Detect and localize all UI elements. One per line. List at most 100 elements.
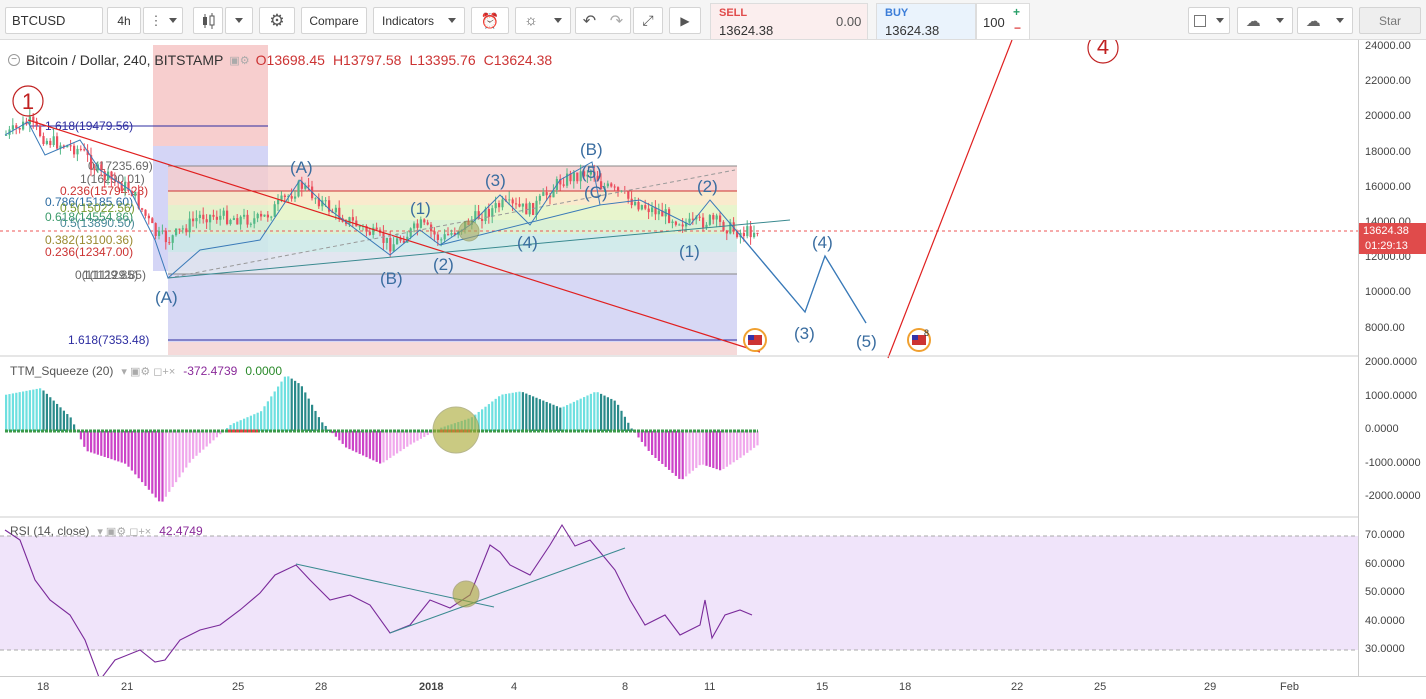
- color-picker[interactable]: [1188, 7, 1230, 34]
- ttm-tick-label: -2000.0000: [1365, 490, 1421, 502]
- ttm-bar: [22, 391, 25, 431]
- ttm-bar: [96, 431, 99, 455]
- candle-body: [243, 214, 246, 217]
- price-tick-label: 22000.00: [1365, 75, 1411, 88]
- ttm-bar: [215, 431, 218, 438]
- candle-body: [59, 145, 62, 149]
- ttm-bar: [18, 392, 21, 431]
- spread-box: 0.00: [824, 3, 878, 40]
- ttm-bar: [56, 403, 59, 431]
- play-icon: ▶: [680, 13, 690, 28]
- elliott-wave-path[interactable]: [4, 121, 867, 324]
- ttm-bar: [341, 431, 344, 444]
- ttm-bar: [334, 431, 337, 437]
- ttm-bar: [589, 393, 592, 431]
- ttm-bar: [654, 431, 657, 458]
- ttm-bar: [508, 393, 511, 431]
- fib-label: 0.5(15022.56): [60, 201, 135, 215]
- candle-body: [144, 209, 147, 216]
- ttm-bar: [232, 423, 235, 431]
- replay-button[interactable]: ▶: [669, 7, 701, 34]
- trendline-dashed[interactable]: [167, 169, 736, 279]
- wave-label-5-top: (5): [581, 163, 602, 182]
- main-legend: − Bitcoin / Dollar, 240, BITSTAMP ▣⚙ O13…: [8, 52, 552, 68]
- candle-body: [559, 179, 562, 185]
- alert-button[interactable]: ⏰: [471, 7, 509, 34]
- theme-button[interactable]: ☼: [515, 7, 571, 34]
- undo-icon[interactable]: ↶: [582, 12, 597, 30]
- fib-band-lime: [168, 205, 737, 220]
- legend-controls[interactable]: ▣⚙: [229, 54, 250, 67]
- candle-body: [93, 169, 96, 171]
- projection-wave-path[interactable]: [739, 234, 867, 324]
- trendline-red-down[interactable]: [27, 119, 761, 353]
- chart-style-dropdown[interactable]: [225, 7, 253, 34]
- ttm-bar: [426, 431, 429, 436]
- trendline-red-up[interactable]: [887, 40, 1013, 359]
- ttm-bar: [688, 431, 691, 474]
- event-flag-icon-2[interactable]: 8: [907, 328, 931, 352]
- candle-body: [246, 214, 249, 225]
- ttm-bar: [205, 431, 208, 447]
- chart-style-button[interactable]: [193, 7, 223, 34]
- sell-button[interactable]: SELL 13624.38: [710, 3, 868, 40]
- star-button[interactable]: Star: [1359, 7, 1421, 34]
- ttm-bar: [260, 411, 263, 431]
- chevron-down-icon: [553, 18, 562, 23]
- ttm-bar: [42, 390, 45, 431]
- interval-button[interactable]: 4h: [107, 7, 141, 34]
- event-flag-icon[interactable]: [743, 328, 767, 352]
- wave-label-3: (3): [485, 171, 506, 190]
- candle-body: [637, 202, 640, 210]
- indicators-button[interactable]: Indicators: [373, 7, 465, 34]
- ttm-legend-controls[interactable]: ▾ ▣⚙ ◻+×: [121, 365, 176, 378]
- candle-body: [32, 116, 35, 122]
- ttm-bar: [83, 431, 86, 447]
- compare-button[interactable]: Compare: [301, 7, 367, 34]
- symbol-search[interactable]: BTCUSD: [5, 7, 103, 34]
- save-cloud-button[interactable]: ☁: [1297, 7, 1353, 34]
- ttm-bar: [300, 386, 303, 431]
- collapse-icon[interactable]: −: [8, 54, 20, 66]
- candle-body: [45, 140, 48, 145]
- candle-body: [742, 232, 745, 237]
- buy-button[interactable]: BUY 13624.38: [876, 3, 976, 40]
- candle-body: [209, 214, 212, 223]
- settings-button[interactable]: ⚙: [259, 7, 295, 34]
- candle-body: [549, 195, 552, 198]
- date-tick-label: 25: [232, 681, 245, 693]
- rsi-trendline-up[interactable]: [389, 547, 626, 634]
- circle-4: [1087, 40, 1119, 64]
- fib-label: 1(11129.85): [83, 268, 146, 282]
- price-axis[interactable]: 24000.00 22000.00 20000.00 18000.00 16000.00…: [1358, 40, 1426, 676]
- gear-icon: ⚙: [269, 10, 285, 30]
- undo-redo-group[interactable]: ↶ ↷: [575, 7, 631, 34]
- minus-icon[interactable]: −: [1014, 21, 1022, 35]
- ttm-bar: [188, 431, 191, 463]
- ttm-bar: [525, 393, 528, 431]
- trendline-teal[interactable]: [167, 219, 791, 279]
- chart-canvas[interactable]: 1.618(19479.56)0(17235.69)1(16290.01)0.2…: [0, 40, 1358, 676]
- load-cloud-button[interactable]: ☁: [1237, 7, 1293, 34]
- ttm-bar: [117, 431, 120, 462]
- ttm-bar: [613, 400, 616, 431]
- rsi-legend-controls[interactable]: ▾ ▣⚙ ◻+×: [97, 525, 152, 538]
- wave-label-a-bottom: (A): [155, 288, 178, 307]
- wave-label-4: (4): [517, 233, 538, 252]
- candle-body: [263, 214, 266, 217]
- candle-body: [365, 225, 368, 232]
- time-axis[interactable]: 18 21 25 28 2018 4 8 11 15 18 22 25 29 Feb: [0, 676, 1426, 699]
- date-tick-label: 25: [1094, 681, 1107, 693]
- ttm-bar: [494, 398, 497, 431]
- redo-icon[interactable]: ↷: [609, 12, 624, 30]
- fullscreen-button[interactable]: ⤢: [633, 7, 663, 34]
- quantity-stepper[interactable]: 100 + −: [976, 3, 1030, 40]
- candle-body: [382, 232, 385, 243]
- candle-body: [79, 148, 82, 150]
- candle-body: [518, 203, 521, 207]
- candle-body: [705, 224, 708, 228]
- ttm-bar: [596, 392, 599, 431]
- candle-body: [562, 184, 565, 186]
- interval-dropdown[interactable]: ⋮: [143, 7, 183, 34]
- plus-icon[interactable]: +: [1013, 5, 1021, 19]
